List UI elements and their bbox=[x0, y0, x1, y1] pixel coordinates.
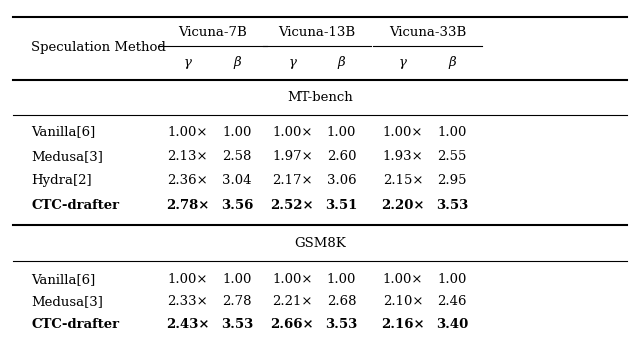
Text: 2.15×: 2.15× bbox=[383, 174, 423, 187]
Text: Vicuna-13B: Vicuna-13B bbox=[278, 26, 355, 39]
Text: 2.66×: 2.66× bbox=[271, 318, 314, 331]
Text: γ: γ bbox=[399, 56, 407, 68]
Text: CTC-drafter: CTC-drafter bbox=[31, 199, 119, 212]
Text: 3.06: 3.06 bbox=[326, 174, 356, 187]
Text: 3.53: 3.53 bbox=[221, 318, 253, 331]
Text: β: β bbox=[448, 56, 456, 68]
Text: 1.00×: 1.00× bbox=[168, 273, 208, 286]
Text: Vanilla[6]: Vanilla[6] bbox=[31, 273, 95, 286]
Text: 3.51: 3.51 bbox=[325, 199, 358, 212]
Text: 2.46: 2.46 bbox=[437, 296, 467, 308]
Text: 2.52×: 2.52× bbox=[271, 199, 314, 212]
Text: CTC-drafter: CTC-drafter bbox=[31, 318, 119, 331]
Text: β: β bbox=[233, 56, 241, 68]
Text: 3.40: 3.40 bbox=[436, 318, 468, 331]
Text: 1.00: 1.00 bbox=[327, 273, 356, 286]
Text: Medusa[3]: Medusa[3] bbox=[31, 150, 103, 163]
Text: Hydra[2]: Hydra[2] bbox=[31, 174, 92, 187]
Text: 1.00×: 1.00× bbox=[168, 125, 208, 139]
Text: γ: γ bbox=[289, 56, 296, 68]
Text: 3.56: 3.56 bbox=[221, 199, 253, 212]
Text: 2.10×: 2.10× bbox=[383, 296, 423, 308]
Text: 2.21×: 2.21× bbox=[272, 296, 312, 308]
Text: 1.00×: 1.00× bbox=[272, 125, 312, 139]
Text: Medusa[3]: Medusa[3] bbox=[31, 296, 103, 308]
Text: Vanilla[6]: Vanilla[6] bbox=[31, 125, 95, 139]
Text: 2.16×: 2.16× bbox=[381, 318, 425, 331]
Text: 1.00: 1.00 bbox=[327, 125, 356, 139]
Text: 1.00: 1.00 bbox=[437, 125, 467, 139]
Text: 2.58: 2.58 bbox=[222, 150, 252, 163]
Text: 1.93×: 1.93× bbox=[383, 150, 423, 163]
Text: 2.20×: 2.20× bbox=[381, 199, 425, 212]
Text: 2.33×: 2.33× bbox=[168, 296, 208, 308]
Text: 1.00×: 1.00× bbox=[272, 273, 312, 286]
Text: 2.13×: 2.13× bbox=[168, 150, 208, 163]
Text: 2.78×: 2.78× bbox=[166, 199, 209, 212]
Text: 2.17×: 2.17× bbox=[272, 174, 313, 187]
Text: 1.00×: 1.00× bbox=[383, 125, 423, 139]
Text: 2.60: 2.60 bbox=[327, 150, 356, 163]
Text: 2.55: 2.55 bbox=[437, 150, 467, 163]
Text: 2.95: 2.95 bbox=[437, 174, 467, 187]
Text: γ: γ bbox=[184, 56, 192, 68]
Text: 1.00: 1.00 bbox=[222, 125, 252, 139]
Text: 3.04: 3.04 bbox=[222, 174, 252, 187]
Text: β: β bbox=[338, 56, 346, 68]
Text: 2.78: 2.78 bbox=[222, 296, 252, 308]
Text: 1.00×: 1.00× bbox=[383, 273, 423, 286]
Text: Vicuna-33B: Vicuna-33B bbox=[389, 26, 466, 39]
Text: 3.53: 3.53 bbox=[325, 318, 358, 331]
Text: 2.68: 2.68 bbox=[327, 296, 356, 308]
Text: 3.53: 3.53 bbox=[436, 199, 468, 212]
Text: 1.97×: 1.97× bbox=[272, 150, 313, 163]
Text: Speculation Method: Speculation Method bbox=[31, 41, 166, 54]
Text: GSM8K: GSM8K bbox=[294, 237, 346, 250]
Text: 1.00: 1.00 bbox=[222, 273, 252, 286]
Text: Vicuna-7B: Vicuna-7B bbox=[178, 26, 247, 39]
Text: MT-bench: MT-bench bbox=[287, 92, 353, 104]
Text: 2.36×: 2.36× bbox=[168, 174, 208, 187]
Text: 1.00: 1.00 bbox=[437, 273, 467, 286]
Text: 2.43×: 2.43× bbox=[166, 318, 210, 331]
